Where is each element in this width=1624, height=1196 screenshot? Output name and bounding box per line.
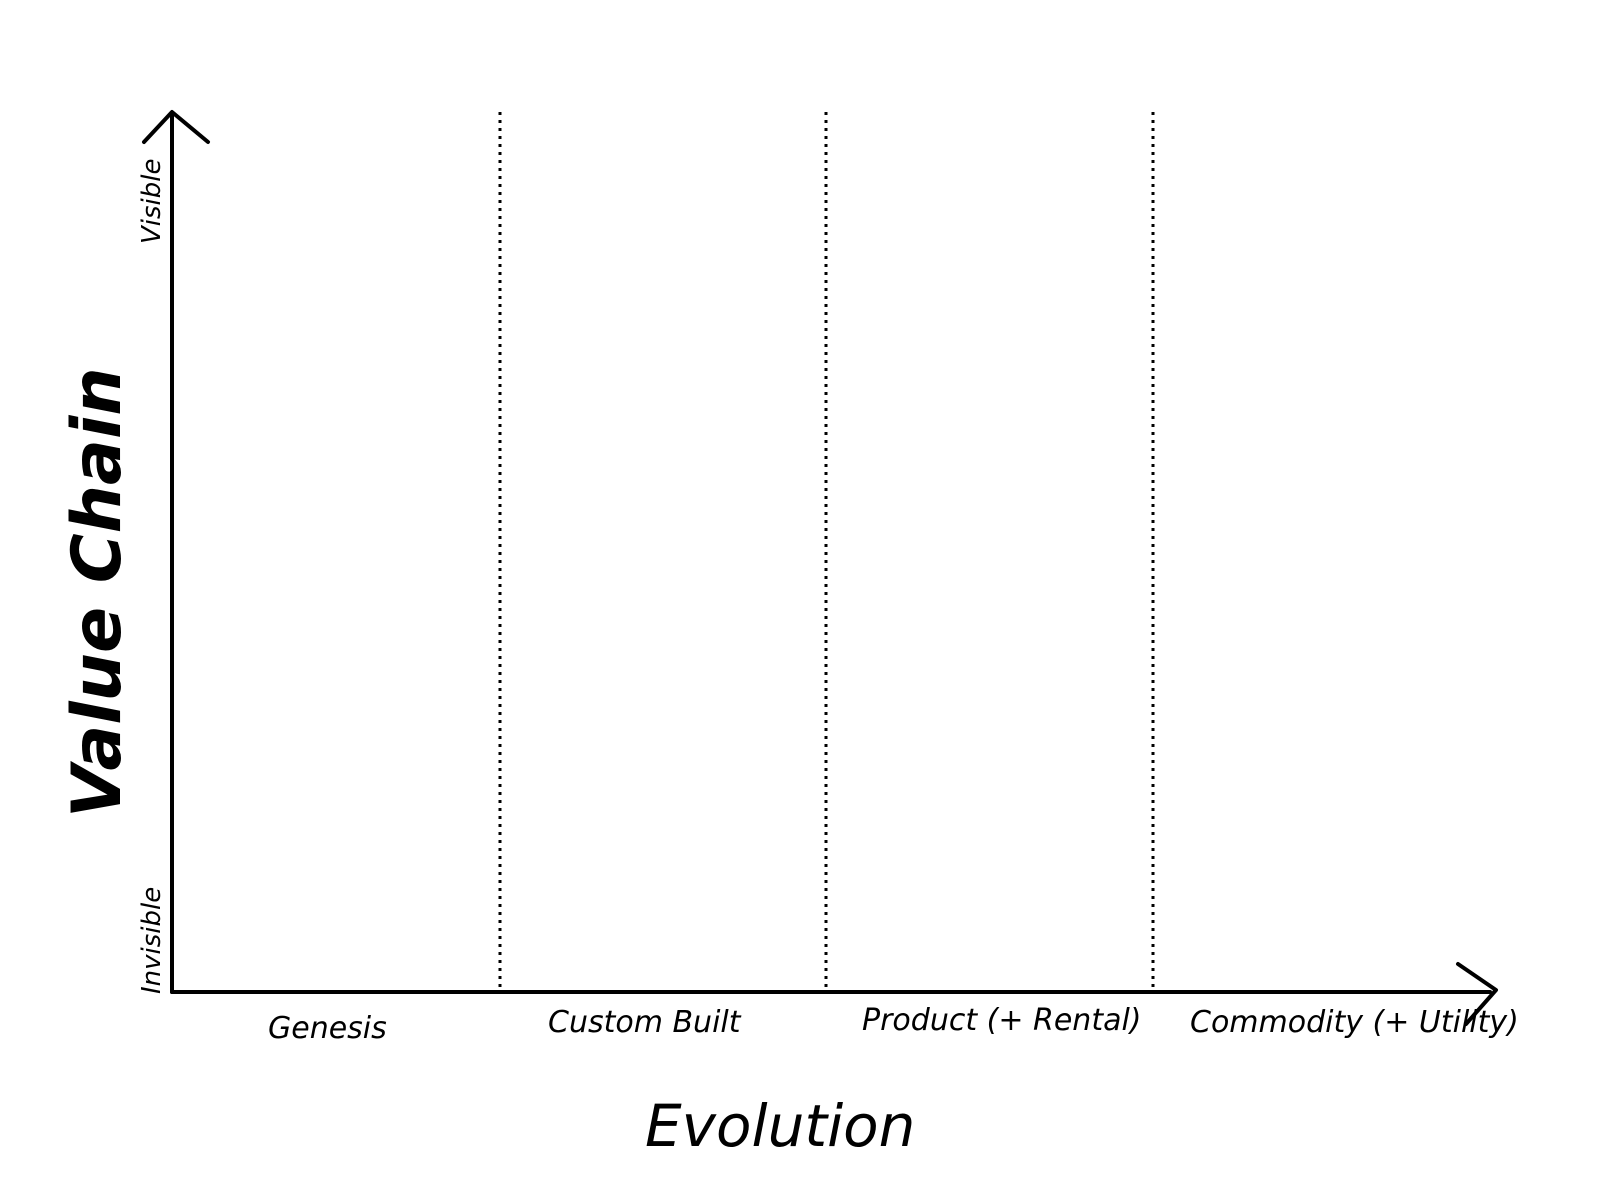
- y-axis-title: Value Chain: [58, 367, 137, 818]
- stage-label-custom-built: Custom Built: [548, 1005, 742, 1040]
- y-axis-top-label: Visible: [137, 158, 167, 244]
- stage-label-genesis: Genesis: [268, 1011, 387, 1046]
- x-axis-arrowhead: [1456, 962, 1498, 1026]
- y-axis-arrowhead: [142, 110, 210, 144]
- y-axis-bottom-label: Invisible: [137, 887, 167, 994]
- stage-label-product: Product (+ Rental): [862, 1003, 1142, 1038]
- stage-label-commodity: Commodity (+ Utility): [1190, 1005, 1519, 1040]
- x-axis-title: Evolution: [645, 1092, 915, 1160]
